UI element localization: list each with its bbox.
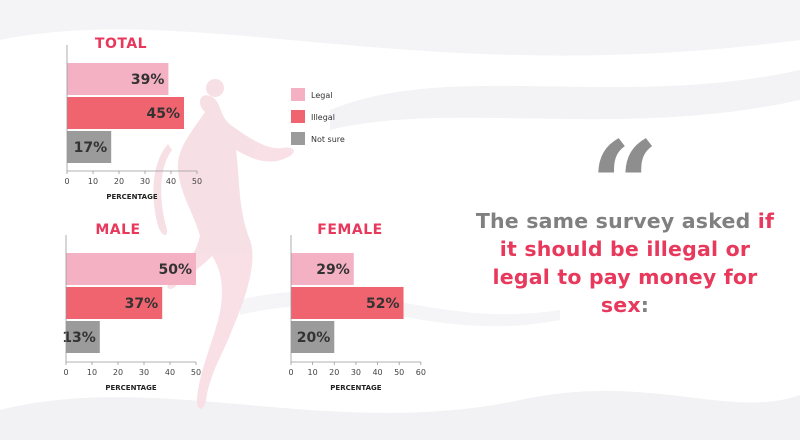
x-tick-label: 50 [191,368,201,377]
x-tick-label: 40 [166,177,176,186]
x-tick-label: 30 [351,368,361,377]
bar-value-label: 29% [316,262,350,278]
x-tick-label: 60 [416,368,426,377]
dancer-silhouette [153,79,294,409]
legend: Legal Illegal Not sure [291,88,345,145]
x-tick-label: 0 [64,177,69,186]
chart-male: MALE 50% 37% 13% 0 10 20 30 40 50 PERCENTAGE [62,222,201,392]
legend-swatch [291,88,305,101]
legend-label: Not sure [311,135,345,144]
x-tick-label: 50 [192,177,202,186]
x-tick-label: 30 [140,177,150,186]
legend-swatch [291,132,305,145]
x-tick-label: 50 [394,368,404,377]
legend-label: Legal [311,91,332,100]
bar-charts: TOTAL 39% 45% 17% 0 10 20 30 40 50 PERCENTAGE MALE 5… [62,36,426,392]
bar-value-label: 39% [131,72,165,88]
x-tick-label: 10 [88,177,98,186]
bar-illegal [66,287,163,319]
x-tick-label: 30 [139,368,149,377]
quote-text: The same survey asked if it should be il… [470,207,780,319]
background-wave [0,0,800,56]
bar-value-label: 17% [74,140,108,156]
x-tick-label: 10 [308,368,318,377]
x-tick-label: 10 [87,368,97,377]
legend-swatch [291,110,305,123]
quote-part-2: : [640,293,650,317]
quote-part-1: The same survey asked [475,209,758,233]
bar-value-label: 37% [125,296,159,312]
bar-not-sure [67,131,112,163]
x-tick-label: 40 [165,368,175,377]
x-axis-title: PERCENTAGE [106,193,157,201]
chart-title: FEMALE [317,222,382,238]
bar-legal [291,253,354,285]
bar-value-label: 20% [297,330,331,346]
x-tick-label: 20 [113,368,123,377]
x-tick-label: 20 [114,177,124,186]
quote-mark-icon: “ [590,115,660,256]
x-tick-label: 0 [63,368,68,377]
chart-total: TOTAL 39% 45% 17% 0 10 20 30 40 50 PERCENTAGE [64,36,202,201]
chart-title: TOTAL [95,36,147,52]
bar-value-label: 52% [366,296,400,312]
bar-illegal [67,97,184,129]
bar-not-sure [66,321,100,353]
bar-illegal [291,287,404,319]
x-tick-label: 0 [288,368,293,377]
legend-label: Illegal [311,113,335,122]
bar-value-label: 45% [146,106,180,122]
bar-value-label: 13% [62,330,96,346]
bar-legal [67,63,169,95]
x-axis-title: PERCENTAGE [330,384,381,392]
chart-female: FEMALE 29% 52% 20% 0 10 20 30 40 50 60 PERCENTAGE [288,222,425,392]
bar-not-sure [291,321,335,353]
background-wave [330,70,800,130]
chart-title: MALE [95,222,140,238]
x-axis-title: PERCENTAGE [105,384,156,392]
x-tick-label: 20 [329,368,339,377]
bar-value-label: 50% [158,262,192,278]
x-tick-label: 40 [372,368,382,377]
bar-legal [66,253,196,285]
quote-highlight: if it should be illegal or legal to pay … [492,209,775,317]
